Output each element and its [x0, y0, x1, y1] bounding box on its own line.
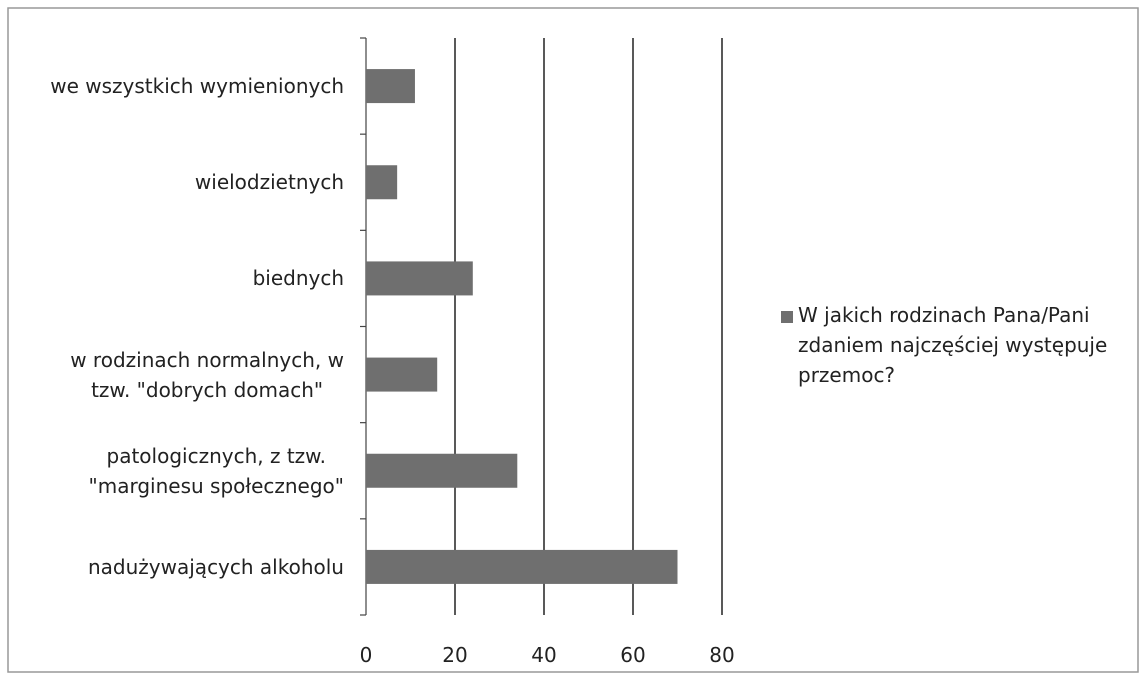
y-tick-label: patologicznych, z tzw. "marginesu społec…	[88, 443, 344, 498]
bar	[366, 261, 473, 296]
y-tick-label: wielodzietnych	[194, 170, 344, 195]
x-tick-label: 40	[531, 643, 557, 667]
y-tick-label: nadużywających alkoholu	[88, 554, 344, 579]
x-tick-label: 20	[442, 643, 468, 667]
y-tick-label: w rodzinach normalnych, w tzw. "dobrych …	[70, 347, 344, 402]
y-tick-label: biednych	[252, 266, 344, 291]
bar	[366, 549, 678, 584]
x-tick-label: 80	[709, 643, 735, 667]
x-tick-label: 60	[620, 643, 646, 667]
legend-label: W jakich rodzinach Pana/Pani zdaniem naj…	[798, 303, 1108, 387]
bar	[366, 69, 415, 104]
y-tick-label: we wszystkich wymienionych	[50, 74, 344, 99]
bar	[366, 165, 398, 200]
bar	[366, 453, 518, 488]
chart-frame	[7, 7, 1139, 673]
bar	[366, 357, 438, 392]
legend-swatch	[781, 311, 793, 323]
x-tick-label: 0	[359, 643, 373, 667]
